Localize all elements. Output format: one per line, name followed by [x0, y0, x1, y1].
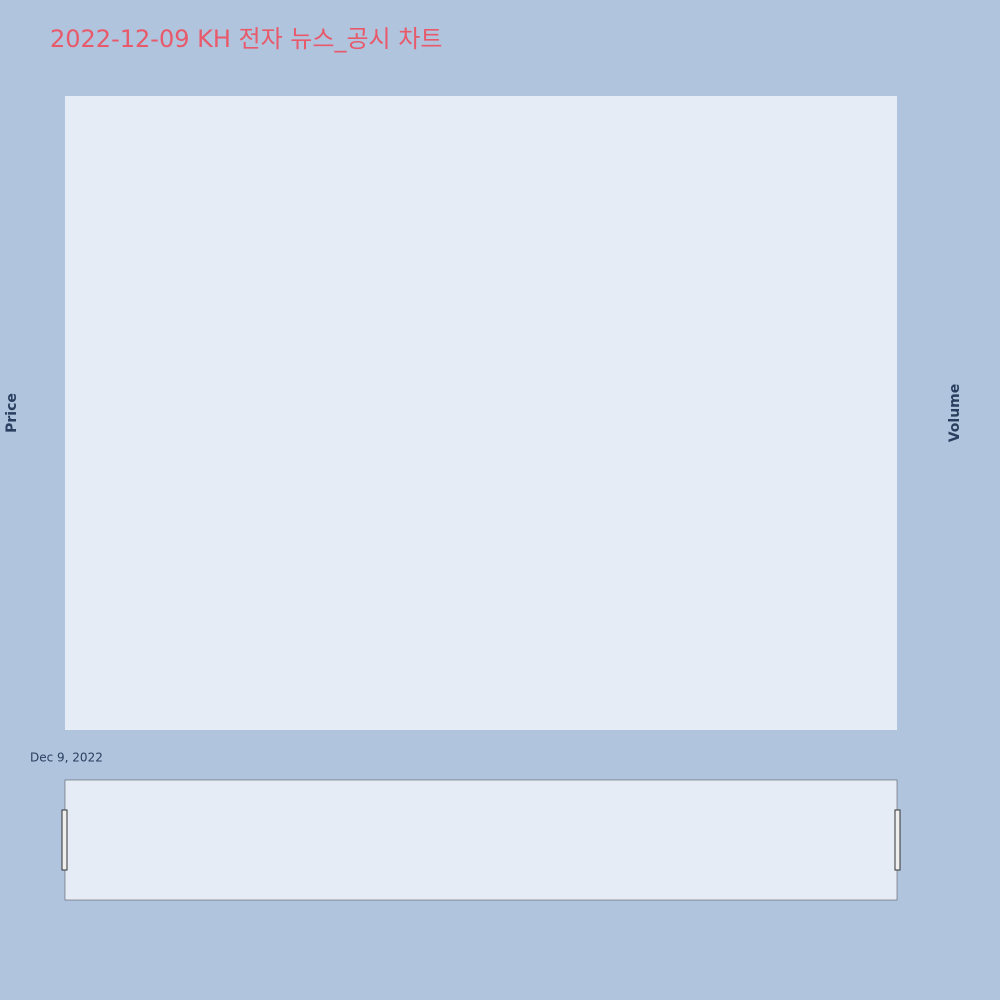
y2-axis-title: Volume — [947, 384, 963, 443]
y-axis-title: Price — [4, 393, 20, 433]
range-handle[interactable] — [61, 809, 68, 871]
range-slider[interactable] — [64, 779, 898, 901]
x-axis-date: Dec 9, 2022 — [30, 751, 103, 765]
range-handle[interactable] — [894, 809, 901, 871]
plot-area — [65, 96, 897, 730]
chart-title: 2022-12-09 KH 전자 뉴스_공시 차트 — [50, 25, 442, 53]
